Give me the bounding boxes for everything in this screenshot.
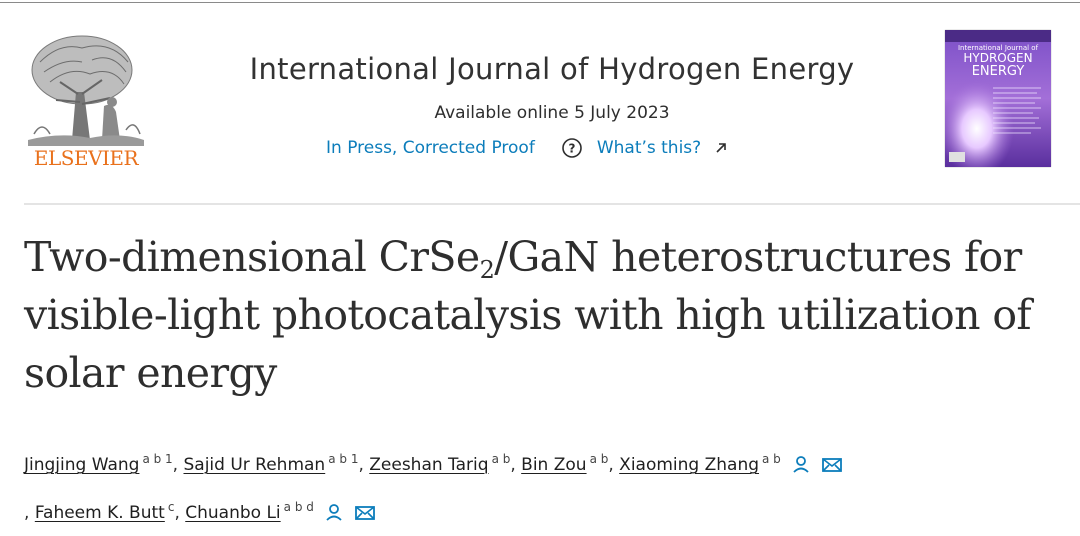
journal-title[interactable]: International Journal of Hydrogen Energy [249, 52, 855, 86]
article-title-part-1: Two-dimensional CrSe [24, 233, 480, 281]
tree-and-scholar-logo[interactable] [20, 22, 150, 172]
author-separator: , [608, 455, 620, 475]
author-separator: , [172, 455, 184, 475]
article-status-row: In Press, Corrected Proof ? What’s this? [326, 136, 729, 160]
author: Zeeshan Tariq a b [369, 452, 511, 475]
author-affiliations: a b 1 [328, 452, 359, 466]
author: Faheem K. Butt c [34, 500, 175, 523]
author: Xiaoming Zhang a b [619, 452, 843, 475]
author-separator: , [358, 455, 370, 475]
author-name-link[interactable]: Jingjing Wang [24, 455, 140, 475]
author-name-link[interactable]: Xiaoming Zhang [619, 455, 760, 475]
article-title-part-2: /GaN heterostructures for visible-light … [24, 233, 1032, 397]
person-icon[interactable] [791, 450, 811, 488]
author-name-link[interactable]: Sajid Ur Rehman [183, 455, 326, 475]
author-separator: , [510, 455, 522, 475]
header-divider [24, 203, 1080, 205]
elsevier-wordmark: ELSEVIER [33, 146, 139, 170]
cover-line-3: ENERGY [972, 64, 1025, 79]
author-affiliations: a b [491, 452, 511, 466]
author: Bin Zou a b [521, 452, 609, 475]
available-online-date: Available online 5 July 2023 [434, 103, 670, 123]
author-list: Jingjing Wang a b 1, Sajid Ur Rehman a b 1… [24, 440, 1074, 536]
article-header: ELSEVIER International Journal of Hydrog… [0, 0, 1080, 200]
external-arrow-icon [713, 140, 729, 156]
article-title-subscript: 2 [479, 256, 495, 284]
mail-icon[interactable] [821, 450, 843, 488]
status-link[interactable]: In Press, Corrected Proof [326, 138, 535, 158]
author: Jingjing Wang a b 1 [24, 452, 173, 475]
person-icon[interactable] [324, 498, 344, 536]
svg-text:?: ? [568, 142, 575, 156]
author: Chuanbo Li a b d [185, 500, 376, 523]
author-name-link[interactable]: Chuanbo Li [185, 503, 281, 523]
whats-this-link[interactable]: What’s this? [596, 138, 702, 158]
author-affiliations: c [167, 500, 175, 514]
question-circle-icon[interactable]: ? [561, 137, 583, 159]
author-affiliations: a b 1 [142, 452, 173, 466]
author-affiliations: a b d [283, 500, 314, 514]
author-separator: , [174, 503, 186, 523]
journal-cover-image[interactable]: International Journal of HYDROGEN ENERGY [945, 30, 1051, 167]
author-name-link[interactable]: Faheem K. Butt [34, 503, 165, 523]
cover-line-2: HYDROGEN [963, 51, 1032, 65]
cover-line-1: International Journal of [958, 44, 1039, 52]
article-title: Two-dimensional CrSe2/GaN heterostructur… [24, 228, 1064, 402]
author-name-link[interactable]: Zeeshan Tariq [369, 455, 489, 475]
author: Sajid Ur Rehman a b 1 [183, 452, 359, 475]
mail-icon[interactable] [354, 498, 376, 536]
author-affiliations: a b [589, 452, 609, 466]
author-affiliations: a b [762, 452, 781, 466]
author-name-link[interactable]: Bin Zou [521, 455, 587, 475]
top-rule [0, 2, 1080, 3]
author-separator: , [24, 503, 35, 523]
